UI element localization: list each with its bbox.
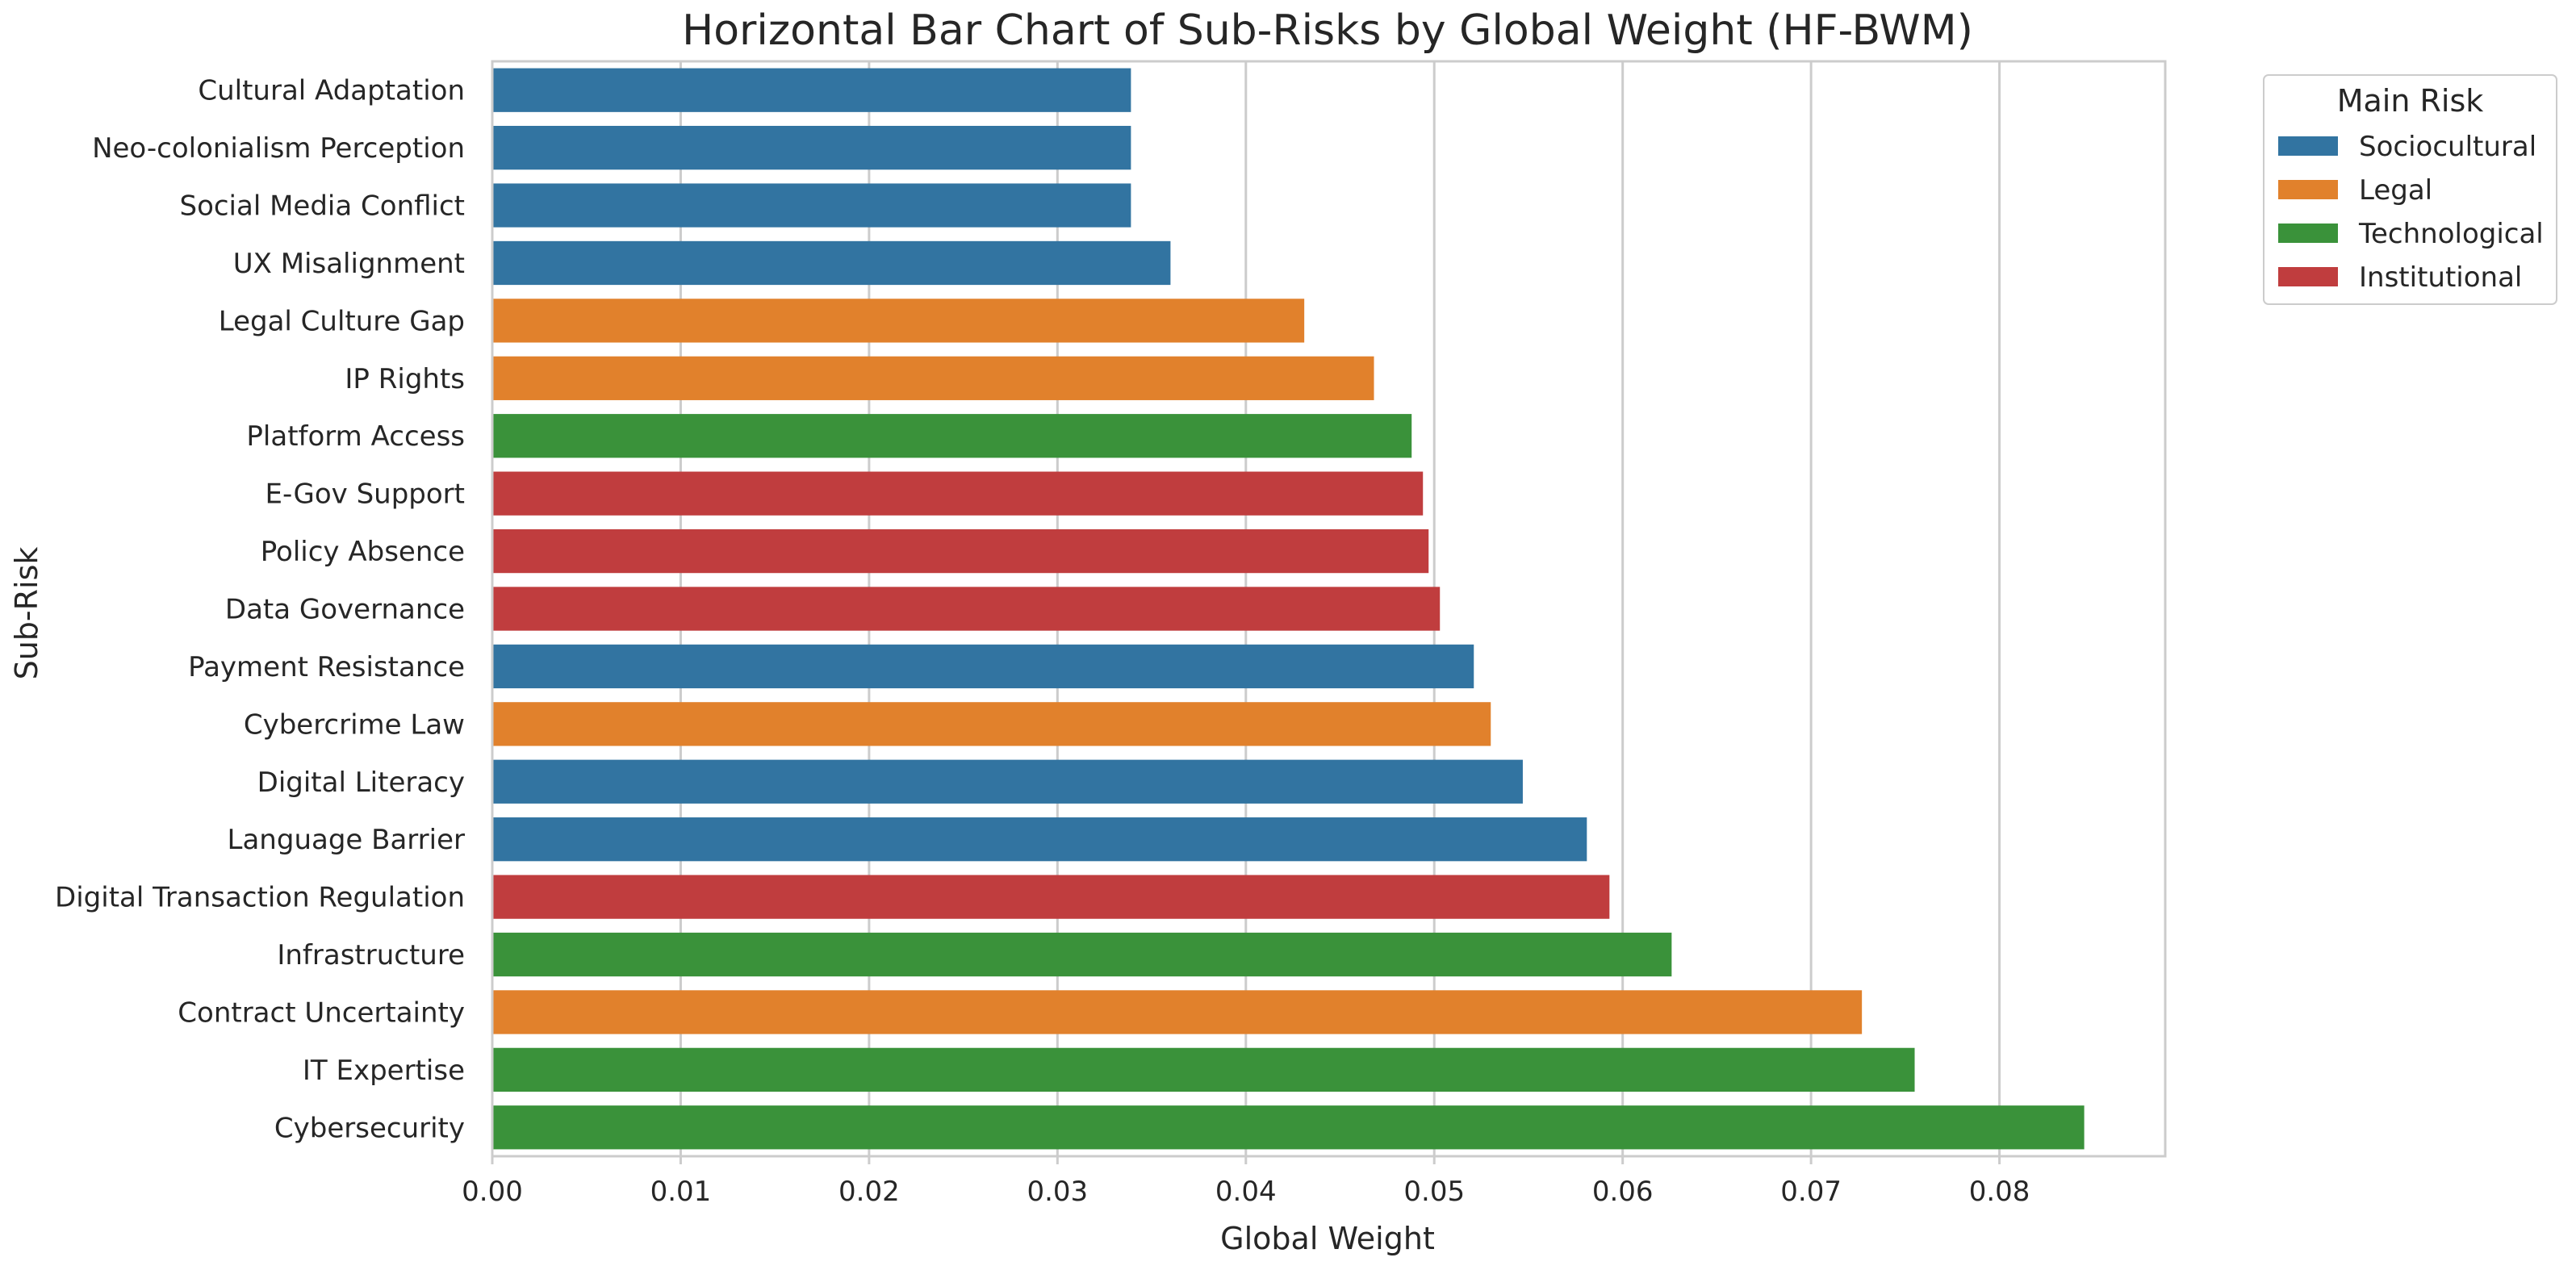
bars bbox=[492, 68, 2085, 1150]
bar bbox=[492, 932, 1672, 977]
y-tick-label: Contract Uncertainty bbox=[178, 996, 465, 1029]
legend-swatch bbox=[2278, 267, 2338, 286]
x-tick-label: 0.04 bbox=[1215, 1176, 1277, 1208]
y-tick-label: Digital Literacy bbox=[257, 767, 465, 799]
x-tick-label: 0.03 bbox=[1027, 1176, 1088, 1208]
x-tick-label: 0.08 bbox=[1969, 1176, 2030, 1208]
y-tick-label: Neo-colonialism Perception bbox=[92, 132, 465, 165]
legend-entry-label: Technological bbox=[2358, 218, 2544, 250]
bar bbox=[492, 356, 1374, 400]
x-tick-label: 0.02 bbox=[838, 1176, 900, 1208]
y-tick-label: Language Barrier bbox=[228, 824, 465, 856]
y-tick-label: IP Rights bbox=[345, 363, 465, 395]
y-tick-label: Social Media Conflict bbox=[179, 190, 465, 223]
legend-entry-label: Sociocultural bbox=[2359, 131, 2536, 163]
bar bbox=[492, 1047, 1915, 1092]
legend-swatch bbox=[2278, 224, 2338, 243]
chart-title: Horizontal Bar Chart of Sub-Risks by Glo… bbox=[682, 6, 1973, 55]
bar bbox=[492, 817, 1587, 862]
x-tick-label: 0.05 bbox=[1403, 1176, 1465, 1208]
legend-entry-label: Legal bbox=[2359, 174, 2432, 207]
y-axis-label: Sub-Risk bbox=[9, 547, 44, 680]
bar bbox=[492, 299, 1305, 343]
legend-box bbox=[2263, 74, 2557, 305]
y-tick-label: UX Misalignment bbox=[233, 248, 465, 280]
y-tick-label: Data Governance bbox=[225, 594, 465, 626]
y-tick-label: Payment Resistance bbox=[188, 651, 465, 683]
bar bbox=[492, 471, 1424, 516]
bar bbox=[492, 240, 1171, 286]
y-tick-label: E-Gov Support bbox=[266, 478, 465, 511]
bar bbox=[492, 702, 1491, 746]
y-tick-label: Platform Access bbox=[246, 420, 465, 453]
bar bbox=[492, 414, 1412, 458]
legend: Main Risk Sociocultural Legal Technologica… bbox=[2263, 74, 2557, 305]
y-tick-label: Infrastructure bbox=[277, 939, 465, 971]
y-tick-label: Legal Culture Gap bbox=[219, 305, 465, 337]
y-tick-label: Cybersecurity bbox=[274, 1112, 465, 1144]
x-tick-labels: 0.00 0.01 0.02 0.03 0.04 0.05 0.06 0.07 0.08 bbox=[462, 1176, 2030, 1208]
x-tick-label: 0.01 bbox=[650, 1176, 712, 1208]
bar bbox=[492, 125, 1131, 170]
bar bbox=[492, 183, 1131, 228]
bar bbox=[492, 528, 1429, 574]
bar bbox=[492, 644, 1474, 689]
bar bbox=[492, 587, 1441, 631]
legend-swatch bbox=[2278, 180, 2338, 199]
legend-swatch bbox=[2278, 136, 2338, 156]
bar bbox=[492, 68, 1131, 112]
bar bbox=[492, 875, 1610, 919]
legend-entry-label: Institutional bbox=[2359, 261, 2522, 294]
bar bbox=[492, 990, 1863, 1034]
x-tick-label: 0.00 bbox=[462, 1176, 523, 1208]
y-tick-label: Digital Transaction Regulation bbox=[55, 882, 465, 914]
y-tick-label: Cultural Adaptation bbox=[198, 75, 465, 107]
y-tick-label: Cybercrime Law bbox=[244, 708, 465, 741]
y-tick-labels: Cultural Adaptation Neo-colonialism Perce… bbox=[55, 75, 465, 1145]
y-tick-label: Policy Absence bbox=[261, 536, 465, 568]
x-axis-label: Global Weight bbox=[1220, 1221, 1435, 1256]
x-tick-label: 0.07 bbox=[1780, 1176, 1842, 1208]
x-tick-label: 0.06 bbox=[1592, 1176, 1654, 1208]
bar bbox=[492, 759, 1523, 804]
y-tick-label: IT Expertise bbox=[303, 1055, 465, 1087]
plot-frame bbox=[491, 60, 2167, 1158]
legend-title: Main Risk bbox=[2337, 83, 2484, 119]
bar bbox=[492, 1105, 2085, 1150]
